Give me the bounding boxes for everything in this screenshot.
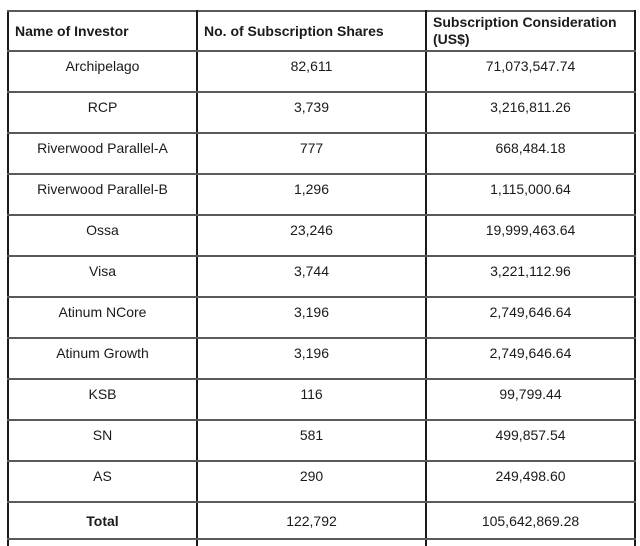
cell-subscription-consideration: 3,216,811.26	[425, 91, 636, 134]
cell-subscription-shares: 290	[196, 460, 427, 503]
cell-investor-name: Riverwood Parallel-A	[7, 132, 198, 175]
cell-subscription-shares: 1,296	[196, 173, 427, 216]
cell-investor-name: RCP	[7, 91, 198, 134]
total-consideration-cell: 105,642,869.28	[425, 501, 636, 540]
column-header-investor-name: Name of Investor	[7, 10, 198, 52]
column-header-subscription-shares: No. of Subscription Shares	[196, 10, 427, 52]
investor-row: Ossa 23,246 19,999,463.64	[7, 214, 636, 257]
investor-row: Archipelago 82,611 71,073,547.74	[7, 50, 636, 93]
clipped-cell	[196, 538, 427, 546]
investor-row: Riverwood Parallel-A 777 668,484.18	[7, 132, 636, 175]
cell-subscription-shares: 3,744	[196, 255, 427, 298]
cell-subscription-consideration: 1,115,000.64	[425, 173, 636, 216]
cell-subscription-consideration: 499,857.54	[425, 419, 636, 462]
investor-row: AS 290 249,498.60	[7, 460, 636, 503]
cell-subscription-consideration: 2,749,646.64	[425, 296, 636, 339]
total-row: Total 122,792 105,642,869.28	[7, 501, 636, 540]
cell-subscription-consideration: 3,221,112.96	[425, 255, 636, 298]
cell-subscription-shares: 3,739	[196, 91, 427, 134]
investor-row: Visa 3,744 3,221,112.96	[7, 255, 636, 298]
investor-row: Riverwood Parallel-B 1,296 1,115,000.64	[7, 173, 636, 216]
cell-subscription-shares: 3,196	[196, 296, 427, 339]
cell-subscription-shares: 3,196	[196, 337, 427, 380]
cell-investor-name: Archipelago	[7, 50, 198, 93]
cell-investor-name: KSB	[7, 378, 198, 421]
cell-investor-name: Atinum Growth	[7, 337, 198, 380]
cell-investor-name: SN	[7, 419, 198, 462]
table-header: Name of Investor No. of Subscription Sha…	[7, 10, 636, 52]
cell-subscription-consideration: 19,999,463.64	[425, 214, 636, 257]
cell-investor-name: Atinum NCore	[7, 296, 198, 339]
total-label-cell: Total	[7, 501, 198, 540]
cell-subscription-consideration: 249,498.60	[425, 460, 636, 503]
column-header-subscription-consideration: Subscription Consideration (US$)	[425, 10, 636, 52]
investor-row: Atinum NCore 3,196 2,749,646.64	[7, 296, 636, 339]
table-body: Archipelago 82,611 71,073,547.74 RCP 3,7…	[7, 50, 636, 546]
investor-row: KSB 116 99,799.44	[7, 378, 636, 421]
investor-row: SN 581 499,857.54	[7, 419, 636, 462]
cell-subscription-consideration: 71,073,547.74	[425, 50, 636, 93]
cell-subscription-shares: 116	[196, 378, 427, 421]
investor-row: RCP 3,739 3,216,811.26	[7, 91, 636, 134]
cell-subscription-consideration: 668,484.18	[425, 132, 636, 175]
subscription-table: Name of Investor No. of Subscription Sha…	[7, 10, 636, 546]
total-shares-cell: 122,792	[196, 501, 427, 540]
cell-subscription-shares: 777	[196, 132, 427, 175]
investor-row: Atinum Growth 3,196 2,749,646.64	[7, 337, 636, 380]
clipped-cell	[425, 538, 636, 546]
clipped-cell	[7, 538, 198, 546]
cell-investor-name: AS	[7, 460, 198, 503]
cell-investor-name: Visa	[7, 255, 198, 298]
cell-investor-name: Ossa	[7, 214, 198, 257]
cell-subscription-shares: 82,611	[196, 50, 427, 93]
header-row: Name of Investor No. of Subscription Sha…	[7, 10, 636, 52]
cell-subscription-consideration: 2,749,646.64	[425, 337, 636, 380]
cell-subscription-consideration: 99,799.44	[425, 378, 636, 421]
cell-subscription-shares: 581	[196, 419, 427, 462]
cell-investor-name: Riverwood Parallel-B	[7, 173, 198, 216]
cell-subscription-shares: 23,246	[196, 214, 427, 257]
clipped-partial-row	[7, 538, 636, 546]
